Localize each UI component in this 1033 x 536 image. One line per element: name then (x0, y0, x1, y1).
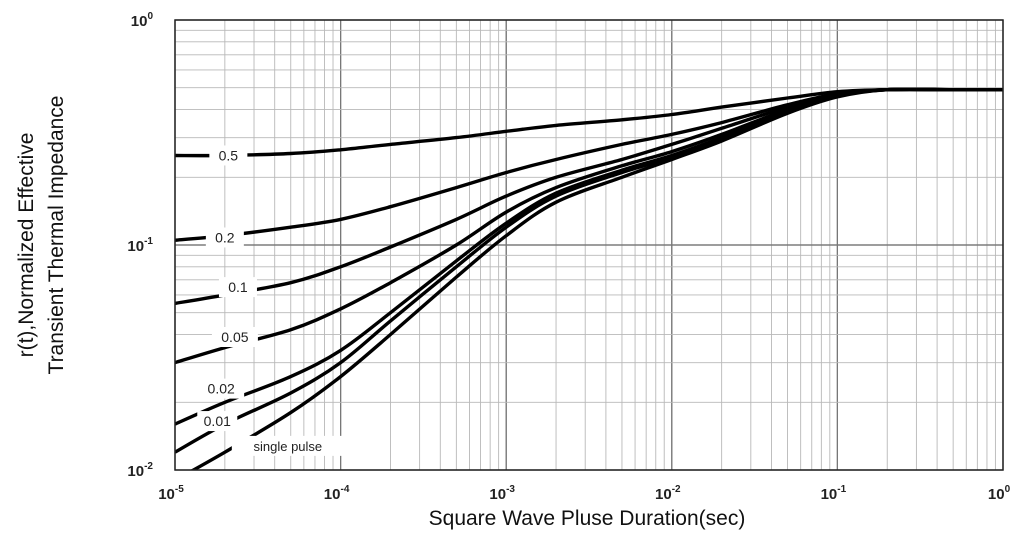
plot-frame (174, 19, 1004, 471)
curve-label-0.1: 0.1 (228, 279, 248, 295)
curve-labels: 0.5 0.2 0.1 0.05 0.02 0.01 single pulse (197, 145, 344, 456)
curve-label-box (205, 227, 244, 248)
y-axis-title-line-1: r(t),Normalized Effective (15, 133, 38, 358)
curve-label-0.01: 0.01 (204, 413, 231, 429)
x-tick-label: 10-3 (489, 484, 515, 503)
y-tick-label: 100 (131, 11, 154, 30)
curve-label-box (218, 277, 257, 298)
curve-label-0.02: 0.02 (208, 381, 235, 397)
curve-label-box (211, 327, 258, 348)
x-tick-label: 10-5 (158, 484, 184, 503)
curve-label-single-pulse: single pulse (253, 439, 322, 454)
tick-labels: 10-5 10-4 10-3 10-2 10-1 100 100 10-1 10-2 (127, 11, 1010, 503)
series-line-0.2 (175, 87, 1003, 242)
curves (175, 87, 1003, 470)
x-tick-label: 10-1 (821, 484, 847, 503)
y-tick-label: 10-2 (127, 461, 153, 480)
x-tick-label: 10-4 (324, 484, 350, 503)
curve-label-0.5: 0.5 (219, 147, 239, 163)
curve-label-box (198, 378, 245, 399)
series-line-0.01 (175, 87, 1003, 454)
series-line-0.5 (175, 87, 1003, 158)
series-line-0.02 (175, 87, 1003, 426)
x-axis-title: Square Wave Pluse Duration(sec) (429, 507, 746, 530)
x-tick-label: 100 (988, 484, 1011, 503)
series-line-single-pulse (190, 87, 1003, 470)
curve-label-0.05: 0.05 (221, 329, 248, 345)
curve-label-box (209, 145, 248, 166)
curve-label-0.2: 0.2 (215, 229, 235, 245)
curve-label-box (231, 435, 344, 456)
y-axis-title-line-2: Transient Thermal Impedance (45, 96, 68, 375)
curve-label-box (197, 411, 238, 432)
x-tick-label: 10-2 (655, 484, 681, 503)
y-tick-label: 10-1 (127, 236, 153, 255)
grid (174, 19, 1004, 471)
